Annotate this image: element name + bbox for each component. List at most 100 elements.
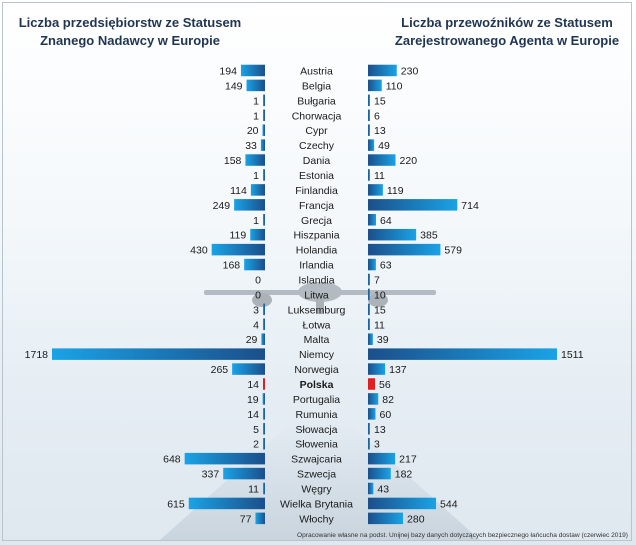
- left-bar-szwecja: [223, 467, 265, 480]
- category-label-łotwa: Łotwa: [302, 319, 330, 331]
- left-value-label-estonia: 1: [253, 170, 259, 182]
- category-label-francja: Francja: [299, 200, 334, 212]
- left-bar-portugalia: [262, 393, 265, 405]
- right-value-label-austria: 230: [401, 65, 419, 77]
- left-value-label-łotwa: 4: [253, 319, 259, 331]
- source-footnote: Opracowanie własne na podst. Unijnej baz…: [297, 532, 628, 539]
- right-value-label-dania: 220: [400, 155, 418, 167]
- chart-frame: [2, 2, 632, 541]
- right-value-label-luksemburg: 15: [374, 304, 386, 316]
- right-bar-finlandia: [368, 184, 383, 196]
- right-value-label-chorwacja: 6: [374, 110, 380, 122]
- left-bar-grecja: [263, 214, 265, 226]
- left-bar-irlandia: [244, 258, 265, 271]
- right-value-label-rumunia: 60: [380, 409, 392, 421]
- left-value-label-bułgaria: 1: [253, 95, 259, 107]
- right-bar-bułgaria: [368, 94, 370, 107]
- right-bar-łotwa: [368, 318, 370, 331]
- category-label-belgia: Belgia: [302, 80, 331, 92]
- right-value-label-węgry: 43: [377, 484, 389, 496]
- airplane-background-icon: [204, 282, 436, 314]
- category-label-litwa: Litwa: [304, 289, 329, 301]
- category-label-szwajcaria: Szwajcaria: [291, 454, 342, 466]
- right-value-label-finlandia: 119: [387, 185, 404, 197]
- category-label-słowenia: Słowenia: [295, 439, 338, 451]
- left-bar-cypr: [262, 124, 265, 136]
- left-value-label-cypr: 20: [247, 125, 259, 137]
- right-bar-hiszpania: [368, 228, 417, 241]
- left-bar-włochy: [255, 512, 265, 525]
- right-value-label-łotwa: 11: [374, 319, 385, 331]
- right-bar-malta: [368, 333, 373, 345]
- right-bar-szwajcaria: [368, 452, 396, 465]
- left-value-label-grecja: 1: [253, 215, 259, 227]
- right-value-label-estonia: 11: [374, 170, 385, 182]
- left-bar-dania: [245, 154, 265, 166]
- left-title-line-2: Znanego Nadawcy w Europie: [40, 33, 220, 48]
- right-value-label-cypr: 13: [374, 125, 386, 137]
- left-bar-belgia: [246, 79, 265, 92]
- category-label-malta: Malta: [304, 334, 330, 346]
- right-bar-francja: [368, 199, 458, 211]
- right-bar-szwecja: [368, 467, 391, 480]
- category-label-portugalia: Portugalia: [293, 394, 340, 406]
- right-bar-litwa: [368, 288, 370, 301]
- right-value-label-litwa: 10: [374, 289, 386, 301]
- left-bar-finlandia: [250, 184, 265, 196]
- left-value-label-niemcy: 1718: [25, 349, 49, 361]
- right-bar-holandia: [368, 243, 441, 256]
- category-label-polska: Polska: [300, 379, 334, 391]
- left-value-label-wielka-brytania: 615: [167, 498, 185, 510]
- right-bar-węgry: [368, 482, 374, 495]
- right-value-label-wielka-brytania: 544: [440, 498, 458, 510]
- left-bar-słowacja: [263, 423, 265, 435]
- right-bar-portugalia: [368, 393, 379, 405]
- right-value-label-niemcy: 1511: [561, 349, 584, 361]
- left-chart-title: Liczba przedsiębiorstw ze Statusem Znane…: [10, 14, 250, 50]
- right-bar-irlandia: [368, 258, 376, 271]
- right-bar-rumunia: [368, 408, 376, 420]
- category-label-dania: Dania: [303, 155, 331, 167]
- right-value-label-szwecja: 182: [395, 469, 413, 481]
- category-label-chorwacja: Chorwacja: [292, 110, 342, 122]
- left-value-label-holandia: 430: [190, 245, 208, 257]
- right-bar-luksemburg: [368, 303, 370, 316]
- category-label-irlandia: Irlandia: [299, 260, 334, 272]
- left-value-label-irlandia: 168: [223, 260, 241, 272]
- left-value-label-luksemburg: 3: [253, 304, 259, 316]
- right-bar-norwegia: [368, 363, 386, 375]
- left-value-label-hiszpania: 119: [229, 230, 246, 242]
- right-value-label-bułgaria: 15: [374, 95, 386, 107]
- category-label-rumunia: Rumunia: [295, 409, 337, 421]
- category-label-hiszpania: Hiszpania: [293, 230, 339, 242]
- right-value-label-irlandia: 63: [380, 260, 392, 272]
- category-label-czechy: Czechy: [299, 140, 335, 152]
- left-value-label-litwa: 0: [255, 289, 261, 301]
- category-label-norwegia: Norwegia: [294, 364, 339, 376]
- right-value-label-francja: 714: [461, 200, 479, 212]
- left-value-label-czechy: 33: [245, 140, 257, 152]
- category-label-włochy: Włochy: [299, 513, 334, 525]
- right-bar-islandia: [368, 273, 370, 286]
- right-bar-słowacja: [368, 423, 370, 435]
- right-value-label-malta: 39: [377, 334, 389, 346]
- left-bar-chorwacja: [263, 109, 265, 122]
- left-value-label-norwegia: 265: [211, 364, 229, 376]
- category-label-słowacja: Słowacja: [295, 424, 337, 436]
- right-bar-słowenia: [368, 437, 370, 450]
- right-value-label-czechy: 49: [378, 140, 390, 152]
- right-bar-cypr: [368, 124, 370, 136]
- right-bar-dania: [368, 154, 396, 166]
- left-bar-szwajcaria: [184, 452, 265, 465]
- right-value-label-islandia: 7: [374, 274, 380, 286]
- right-bar-belgia: [368, 79, 382, 92]
- category-label-estonia: Estonia: [299, 170, 334, 182]
- right-bar-polska: [368, 378, 376, 390]
- right-title-line-1: Liczba przewoźników ze Statusem: [401, 15, 613, 30]
- left-bar-bułgaria: [263, 94, 265, 107]
- right-title-line-2: Zarejestrowanego Agenta w Europie: [394, 33, 620, 48]
- left-value-label-austria: 194: [219, 65, 237, 77]
- right-bar-włochy: [368, 512, 404, 525]
- category-label-wielka-brytania: Wielka Brytania: [280, 498, 353, 510]
- left-bar-łotwa: [263, 318, 265, 331]
